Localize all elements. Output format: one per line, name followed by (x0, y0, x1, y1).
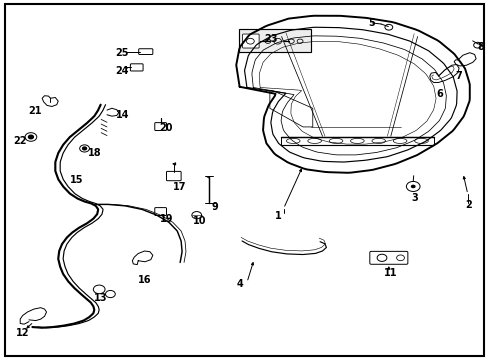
Text: 10: 10 (192, 216, 206, 226)
FancyBboxPatch shape (242, 34, 259, 48)
Text: 12: 12 (16, 328, 29, 338)
Text: 14: 14 (116, 111, 129, 121)
FancyBboxPatch shape (155, 123, 166, 131)
Circle shape (105, 291, 115, 298)
Text: 20: 20 (160, 123, 173, 133)
Text: 24: 24 (115, 66, 128, 76)
Ellipse shape (350, 138, 364, 143)
Text: 6: 6 (435, 89, 442, 99)
Circle shape (410, 185, 415, 188)
Circle shape (82, 147, 86, 150)
Text: 3: 3 (411, 193, 418, 203)
Circle shape (25, 133, 37, 141)
Text: 2: 2 (465, 200, 471, 210)
Text: 17: 17 (173, 182, 186, 192)
Circle shape (28, 135, 33, 139)
FancyBboxPatch shape (130, 64, 143, 71)
FancyBboxPatch shape (238, 30, 310, 51)
FancyBboxPatch shape (155, 208, 166, 216)
Circle shape (93, 285, 105, 294)
FancyBboxPatch shape (166, 171, 181, 181)
Circle shape (191, 212, 201, 219)
Circle shape (80, 145, 89, 152)
Text: 15: 15 (69, 175, 83, 185)
Text: 8: 8 (477, 42, 484, 52)
Text: 25: 25 (115, 48, 128, 58)
FancyBboxPatch shape (369, 251, 407, 264)
FancyBboxPatch shape (139, 49, 153, 54)
Ellipse shape (371, 138, 385, 143)
Ellipse shape (328, 138, 342, 143)
Text: 9: 9 (211, 202, 218, 212)
Text: 5: 5 (367, 18, 374, 28)
Text: 4: 4 (236, 279, 243, 289)
Ellipse shape (307, 138, 321, 143)
Text: 23: 23 (264, 35, 278, 44)
Ellipse shape (414, 138, 427, 143)
Circle shape (406, 181, 419, 192)
Text: 11: 11 (383, 268, 397, 278)
Text: 13: 13 (94, 293, 107, 303)
Text: 16: 16 (138, 275, 151, 285)
Circle shape (384, 24, 392, 30)
Text: 22: 22 (14, 136, 27, 146)
Text: 19: 19 (160, 215, 173, 224)
Ellipse shape (286, 138, 300, 143)
Circle shape (473, 42, 481, 48)
Text: 7: 7 (455, 71, 462, 81)
Ellipse shape (392, 138, 406, 143)
Text: 1: 1 (275, 211, 282, 221)
Text: 21: 21 (28, 106, 41, 116)
Text: 18: 18 (87, 148, 101, 158)
